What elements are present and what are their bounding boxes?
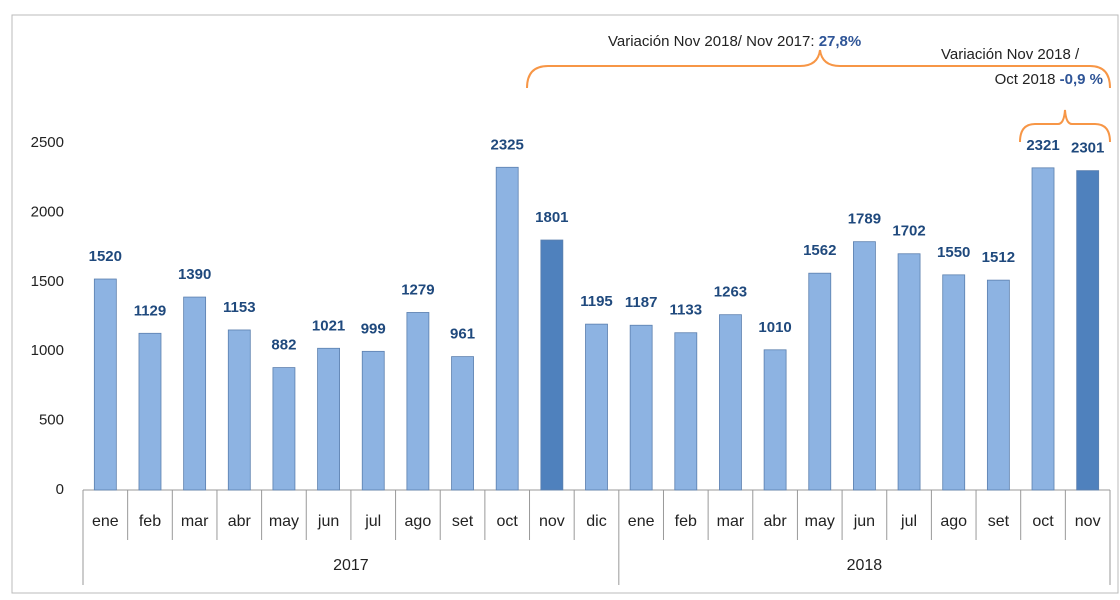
annotation-text: Variación Nov 2018 / [941, 46, 1080, 63]
x-tick-label: abr [228, 513, 252, 530]
value-label: 1021 [312, 317, 345, 334]
x-tick-label: jul [900, 513, 917, 530]
y-tick-label: 2500 [31, 134, 64, 151]
x-tick-label: ene [628, 513, 655, 530]
bar [540, 239, 564, 491]
value-label: 1195 [580, 293, 613, 310]
bar [406, 312, 430, 491]
x-tick-label: may [269, 513, 299, 530]
bar [1076, 170, 1100, 491]
x-tick-label: mar [717, 513, 745, 530]
value-label: 2325 [491, 136, 524, 153]
x-tick-label: jul [364, 513, 381, 530]
x-tick-label: feb [139, 513, 161, 530]
x-tick-label: feb [675, 513, 697, 530]
x-tick-label: oct [1032, 513, 1054, 530]
frame [11, 14, 1119, 594]
bar [808, 272, 832, 491]
y-tick-label: 500 [39, 412, 64, 429]
x-tick-label: ago [940, 513, 967, 530]
value-label: 2321 [1026, 137, 1059, 154]
bar [897, 253, 921, 491]
bar [1031, 167, 1055, 491]
group-label: 2017 [333, 557, 369, 574]
bar [227, 329, 251, 491]
bar [585, 323, 608, 491]
value-label: 882 [271, 337, 296, 354]
value-label: 1133 [670, 302, 703, 319]
bar [317, 347, 340, 491]
value-label: 1279 [401, 281, 434, 298]
y-tick-label: 0 [56, 481, 64, 498]
x-tick-label: set [452, 513, 474, 530]
value-label: 1702 [892, 223, 925, 240]
value-label: 1512 [982, 249, 1015, 266]
x-tick-label: jun [853, 513, 875, 530]
value-label: 1390 [178, 266, 211, 283]
brace [1019, 109, 1111, 143]
annotation-text: Variación Nov 2018/ Nov 2017: [608, 33, 819, 50]
annotation: Variación Nov 2018/ Nov 2017: 27,8% [608, 33, 861, 50]
bar [853, 241, 876, 491]
y-tick-label: 2000 [31, 203, 64, 220]
x-tick-label: may [805, 513, 835, 530]
bar [451, 356, 474, 491]
value-label: 961 [450, 326, 475, 343]
annotation-text: Oct 2018 [995, 71, 1060, 88]
y-tick-label: 1000 [31, 342, 64, 359]
x-tick-label: oct [497, 513, 519, 530]
x-tick-label: nov [539, 513, 565, 530]
x-tick-label: ago [405, 513, 432, 530]
value-label: 1789 [848, 211, 881, 228]
y-tick-label: 1500 [31, 273, 64, 290]
group-label: 2018 [847, 557, 883, 574]
bar [986, 279, 1010, 491]
value-label: 1129 [134, 302, 167, 319]
bar [138, 332, 162, 491]
value-label: 1801 [535, 209, 568, 226]
annotation: Oct 2018 -0,9 % [995, 71, 1103, 88]
bar [93, 278, 117, 491]
x-tick-label: ene [92, 513, 119, 530]
bar [272, 367, 296, 491]
bar [719, 314, 742, 491]
value-label: 1153 [223, 299, 256, 316]
x-tick-label: abr [764, 513, 788, 530]
annotation-value: 27,8% [819, 33, 862, 50]
bar [629, 324, 653, 491]
bar [942, 274, 966, 491]
bar [674, 332, 698, 491]
value-label: 2301 [1071, 140, 1104, 157]
x-tick-label: mar [181, 513, 209, 530]
brace [526, 49, 1111, 89]
x-tick-label: set [988, 513, 1010, 530]
x-tick-label: jun [317, 513, 339, 530]
bar [495, 166, 519, 491]
value-label: 1520 [89, 248, 122, 265]
value-label: 1550 [937, 244, 970, 261]
bar [183, 296, 207, 491]
bar [361, 350, 385, 491]
value-label: 1010 [758, 319, 791, 336]
value-label: 1562 [803, 242, 836, 259]
value-label: 1263 [714, 284, 747, 301]
value-label: 999 [361, 320, 386, 337]
x-tick-label: nov [1075, 513, 1101, 530]
value-label: 1187 [625, 294, 658, 311]
annotation-value: -0,9 % [1060, 71, 1103, 88]
bar [763, 349, 787, 491]
x-tick-label: dic [586, 513, 606, 530]
